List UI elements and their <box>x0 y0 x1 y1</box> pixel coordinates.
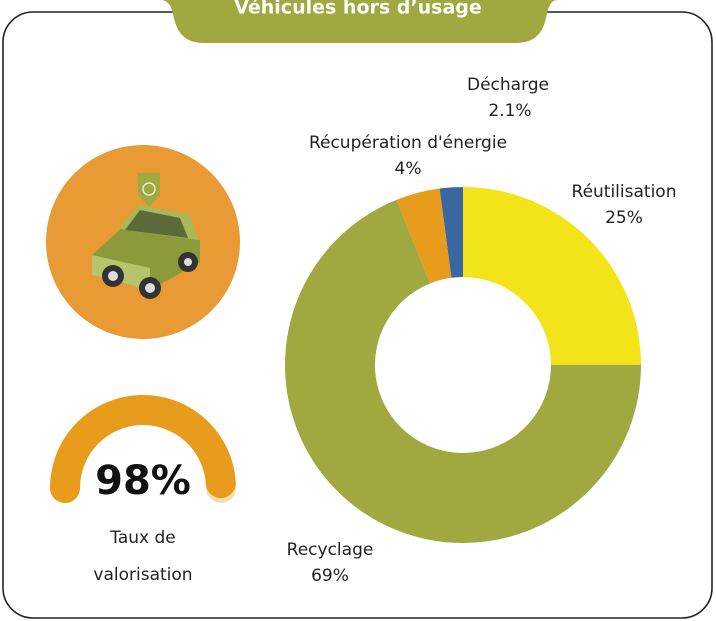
slice-value: 4% <box>395 159 422 179</box>
slice-label: Récupération d'énergie <box>309 133 507 153</box>
gauge-arc <box>50 395 236 503</box>
gauge-label: Taux de <box>109 528 175 548</box>
title: Véhicules hors d’usage <box>234 0 482 19</box>
title-tab <box>160 0 558 43</box>
donut-slice <box>463 187 641 365</box>
slice-value: 2.1% <box>488 101 531 121</box>
slice-label: Recyclage <box>287 540 374 560</box>
slice-value: 69% <box>311 566 349 586</box>
donut-slice <box>439 187 463 278</box>
slice-label: Décharge <box>467 75 549 95</box>
donut-slice <box>396 188 452 284</box>
donut-slice <box>285 199 641 543</box>
slice-label: Réutilisation <box>572 182 677 202</box>
slice-value: 25% <box>605 208 643 228</box>
car-icon <box>46 145 240 339</box>
gauge-label: valorisation <box>93 565 192 585</box>
gauge-value: 98% <box>95 458 191 504</box>
